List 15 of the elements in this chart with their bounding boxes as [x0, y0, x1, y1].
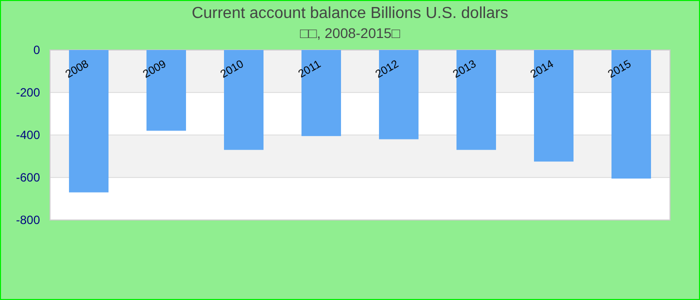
x-tick-label: 2013: [451, 58, 478, 81]
x-tick-label: 2012: [374, 58, 401, 81]
y-tick-label: -200: [16, 86, 40, 100]
y-tick-label: -600: [16, 170, 40, 185]
chart-subtitle: □□, 2008-2015□: [300, 25, 401, 41]
x-tick-label: 2010: [218, 58, 246, 81]
x-tick-label: 2011: [296, 58, 323, 81]
y-tick-label: -800: [16, 213, 40, 228]
x-tick-label: 2014: [528, 58, 556, 81]
x-tick-label: 2008: [64, 58, 91, 81]
y-tick-label: -400: [16, 128, 40, 142]
x-tick-label: 2009: [141, 58, 168, 81]
y-tick-label: 0: [33, 43, 40, 58]
chart-title: Current account balance Billions U.S. dollars: [192, 5, 508, 22]
x-tick-label: 2015: [606, 58, 634, 81]
